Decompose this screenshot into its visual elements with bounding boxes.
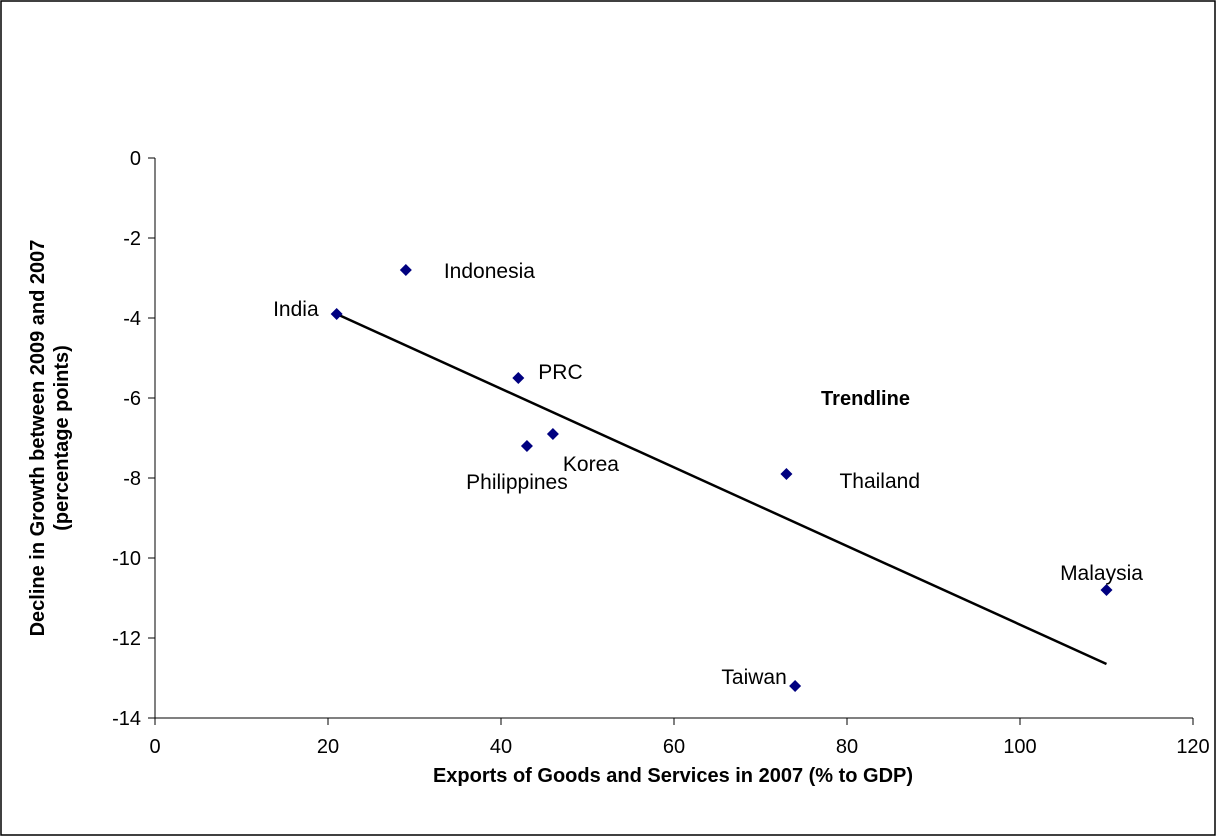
trendline-layer: [336, 312, 1108, 666]
y-tick-label: -2: [123, 228, 141, 250]
point-india: [330, 308, 343, 320]
point-korea: [546, 428, 559, 440]
x-tick-label: 20: [317, 736, 339, 758]
x-tick-label: 60: [663, 736, 685, 758]
y-axis-title-line-1: Decline in Growth between 2009 and 2007: [27, 240, 49, 637]
point-taiwan: [789, 680, 802, 692]
trendline: [336, 312, 1108, 666]
label-thailand: Thailand: [839, 470, 920, 493]
x-tick-label: 120: [1176, 736, 1209, 758]
y-tick-label: 0: [130, 148, 141, 170]
y-tick-label: -6: [123, 388, 141, 410]
annotations-layer: Trendline: [821, 388, 910, 410]
x-tick-label: 0: [149, 736, 160, 758]
label-korea: Korea: [563, 453, 619, 476]
label-philippines: Philippines: [466, 471, 568, 494]
y-tick-label: -12: [112, 628, 141, 650]
point-prc: [512, 372, 525, 384]
y-tick-label: -4: [123, 308, 141, 330]
point-thailand: [780, 468, 793, 480]
label-taiwan: Taiwan: [721, 666, 786, 689]
x-tick-label: 80: [836, 736, 858, 758]
label-malaysia: Malaysia: [1060, 562, 1143, 585]
y-axis-ticks: 0 -2 -4 -6 -8 -10 -12 -14: [112, 148, 155, 730]
points-layer: [330, 264, 1113, 692]
annotation-trendline: Trendline: [821, 388, 910, 410]
x-axis-ticks: 0 20 40 60 80 100 120: [149, 718, 1210, 758]
y-tick-label: -14: [112, 708, 141, 730]
label-prc: PRC: [538, 361, 582, 384]
label-indonesia: Indonesia: [444, 260, 535, 283]
point-indonesia: [399, 264, 412, 276]
point-malaysia: [1100, 584, 1113, 596]
x-tick-label: 100: [1003, 736, 1036, 758]
y-tick-label: -10: [112, 548, 141, 570]
x-axis-title: Exports of Goods and Services in 2007 (%…: [433, 765, 913, 787]
y-axis-title-line-2: (percentage points): [51, 345, 73, 531]
y-tick-label: -8: [123, 468, 141, 490]
label-india: India: [273, 298, 319, 321]
point-philippines: [520, 440, 533, 452]
x-tick-label: 40: [490, 736, 512, 758]
